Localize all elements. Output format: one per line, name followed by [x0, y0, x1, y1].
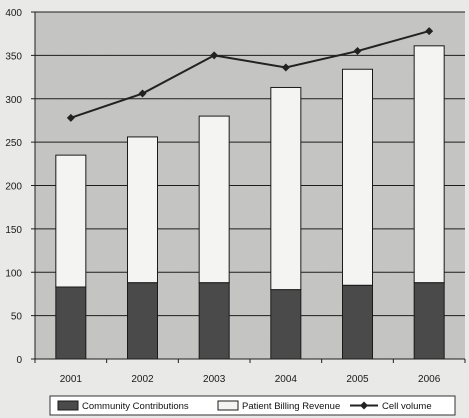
y-tick-label: 250 [5, 138, 22, 149]
cell-volume-point [210, 51, 219, 60]
x-tick-label: 2006 [418, 374, 441, 385]
x-tick-label: 2002 [131, 374, 154, 385]
legend-label: Community Contributions [82, 401, 189, 412]
bar-community-contributions [127, 282, 158, 360]
legend-swatch-patient-billing [217, 400, 239, 411]
legend-marker-cell-volume [360, 401, 368, 410]
cell-volume-point [281, 63, 290, 72]
bar-patient-billing-revenue [55, 154, 87, 288]
x-tick-label: 2003 [203, 374, 226, 385]
cell-volume-point [425, 27, 434, 36]
y-tick-label: 0 [16, 355, 22, 366]
legend-swatch-community [57, 400, 79, 411]
cell-volume-point [353, 47, 362, 56]
legend: Community Contributions Patient Billing R… [49, 395, 456, 416]
cell-volume-point [138, 89, 147, 98]
y-tick-label: 150 [5, 225, 22, 236]
gridlines [35, 11, 465, 317]
bar-community-contributions [413, 282, 445, 360]
bar-patient-billing-revenue [342, 68, 373, 286]
y-tick-label: 400 [5, 8, 22, 19]
bar-patient-billing-revenue [198, 115, 230, 284]
x-tick-label: 2001 [60, 374, 83, 385]
x-tick-label: 2004 [275, 374, 298, 385]
axes: 0 50 100 150 200 250 300 350 400 2001 2002 2003 2004… [5, 8, 466, 385]
bar-community-contributions [270, 289, 302, 360]
y-tick-label: 200 [5, 182, 22, 193]
bars [55, 45, 445, 360]
cell-volume-line-group [66, 27, 434, 122]
y-tick-label: 300 [5, 95, 22, 106]
bar-patient-billing-revenue [270, 86, 302, 291]
cell-volume-line [70, 30, 430, 119]
y-tick-label: 50 [11, 312, 23, 323]
bar-community-contributions [342, 284, 373, 360]
cell-volume-point [66, 113, 75, 122]
y-tick-label: 350 [5, 51, 22, 62]
legend-label: Cell volume [382, 401, 432, 412]
bar-community-contributions [198, 282, 230, 360]
bar-community-contributions [55, 286, 87, 360]
bar-patient-billing-revenue [413, 45, 445, 284]
legend-box [49, 395, 456, 416]
legend-label: Patient Billing Revenue [242, 401, 340, 412]
y-tick-label: 100 [5, 268, 22, 279]
x-tick-label: 2005 [346, 374, 369, 385]
bar-patient-billing-revenue [127, 136, 158, 284]
